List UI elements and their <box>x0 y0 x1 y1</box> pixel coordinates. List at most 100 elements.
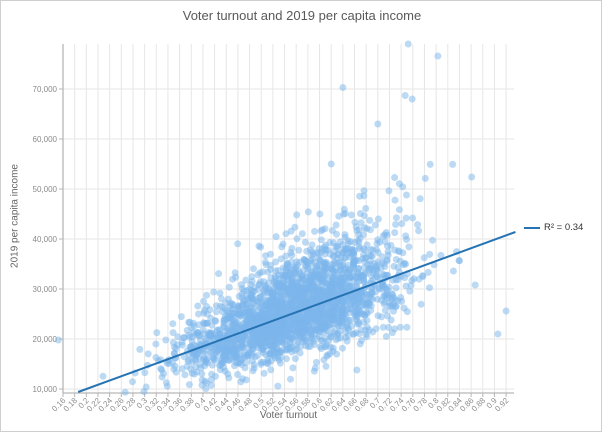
data-point <box>278 299 286 307</box>
data-point <box>343 337 351 345</box>
data-point <box>231 362 238 370</box>
data-point <box>320 266 328 274</box>
data-point <box>310 367 318 375</box>
data-point <box>392 221 400 228</box>
data-point <box>387 241 395 249</box>
data-point <box>367 261 374 269</box>
data-point <box>210 288 218 296</box>
data-point <box>208 361 216 369</box>
data-point <box>313 249 321 257</box>
data-point <box>153 329 161 337</box>
data-point <box>207 381 215 389</box>
data-point <box>297 300 304 308</box>
data-point <box>225 283 233 291</box>
data-point <box>178 365 186 373</box>
data-point <box>152 340 160 348</box>
data-point <box>409 214 417 222</box>
data-point <box>311 290 319 298</box>
data-point <box>369 295 377 303</box>
data-point <box>328 227 336 234</box>
data-point <box>403 191 410 199</box>
data-point <box>260 369 268 377</box>
data-point <box>338 283 346 290</box>
data-point <box>283 355 290 363</box>
data-point <box>141 369 149 377</box>
data-point <box>394 247 402 255</box>
y-axis-title: 2019 per capita income <box>9 164 21 268</box>
x-axis-title: Voter turnout <box>259 410 318 421</box>
data-point <box>308 251 315 259</box>
data-point <box>289 364 297 372</box>
data-point <box>382 333 390 340</box>
data-point <box>301 238 309 246</box>
data-point <box>350 261 358 269</box>
data-point <box>224 370 232 378</box>
data-point <box>215 331 222 339</box>
data-point <box>287 375 294 383</box>
data-point <box>410 275 418 283</box>
data-point <box>414 221 422 229</box>
data-point <box>283 260 291 268</box>
data-point <box>203 291 211 299</box>
data-point <box>217 361 225 369</box>
data-point <box>202 385 210 393</box>
data-point <box>399 183 407 191</box>
data-point <box>129 378 136 386</box>
y-tick-label: 30,000 <box>33 285 58 294</box>
y-tick-label: 50,000 <box>33 185 58 194</box>
data-point <box>207 332 215 339</box>
data-point <box>321 293 329 300</box>
data-point <box>234 240 242 248</box>
data-point <box>274 320 282 328</box>
data-point <box>162 336 170 344</box>
data-point <box>318 226 326 234</box>
data-point <box>468 173 476 181</box>
data-point <box>380 292 388 300</box>
data-point <box>233 318 241 326</box>
data-point <box>249 295 257 303</box>
data-point <box>340 273 348 281</box>
data-point <box>255 242 263 250</box>
data-point <box>257 358 265 366</box>
data-point <box>394 264 402 271</box>
data-point <box>277 255 285 263</box>
data-point <box>363 225 371 233</box>
data-point <box>338 319 346 326</box>
data-point <box>200 297 207 305</box>
data-point <box>270 347 278 355</box>
data-point <box>315 308 323 316</box>
data-point <box>288 251 296 259</box>
data-point <box>316 210 324 218</box>
legend-item-trendline[interactable]: R² = 0.34 <box>524 222 583 233</box>
data-point <box>353 366 361 374</box>
data-point <box>424 268 432 276</box>
data-point <box>332 221 340 229</box>
data-point <box>172 368 180 376</box>
data-point <box>240 297 247 305</box>
data-point <box>417 300 425 308</box>
data-point <box>312 326 320 334</box>
data-point <box>288 343 296 351</box>
data-point <box>391 296 399 304</box>
data-point <box>206 306 214 314</box>
data-point <box>236 358 244 366</box>
data-point <box>325 330 333 338</box>
data-point <box>307 274 315 282</box>
data-point <box>282 266 290 274</box>
data-point <box>326 239 334 246</box>
y-tick-label: 60,000 <box>33 135 58 144</box>
data-point <box>325 287 333 295</box>
data-point <box>331 328 339 336</box>
data-point <box>404 40 412 48</box>
data-point <box>356 210 364 217</box>
data-point <box>121 388 129 396</box>
data-point <box>329 268 337 275</box>
data-point <box>196 361 204 369</box>
data-point <box>402 282 410 290</box>
data-point <box>374 258 382 266</box>
data-point <box>321 306 329 314</box>
data-point <box>169 329 177 337</box>
data-point <box>302 337 310 345</box>
data-point <box>352 329 360 337</box>
data-point <box>298 278 306 286</box>
